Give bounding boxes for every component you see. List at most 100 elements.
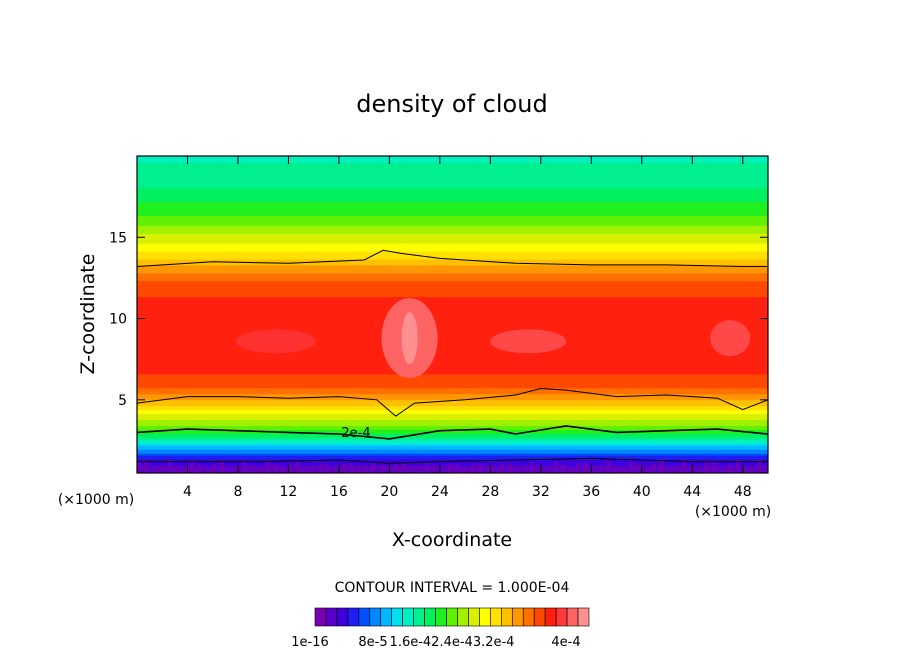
colorbar-swatch bbox=[325, 607, 338, 627]
colorbar-swatch bbox=[522, 607, 535, 627]
density-band bbox=[137, 385, 768, 389]
low-density-strip bbox=[704, 461, 709, 473]
colorbar-swatch bbox=[413, 607, 425, 627]
low-density-strip bbox=[432, 465, 437, 473]
x-tick-label: 48 bbox=[734, 484, 752, 500]
density-band bbox=[137, 353, 768, 357]
density-band bbox=[137, 319, 768, 323]
low-density-strip bbox=[636, 463, 641, 473]
density-band bbox=[137, 347, 768, 351]
density-band bbox=[137, 280, 768, 284]
density-band bbox=[137, 201, 768, 205]
density-band bbox=[137, 282, 768, 286]
density-band bbox=[137, 329, 768, 333]
density-band bbox=[137, 191, 768, 195]
low-density-strip bbox=[159, 465, 164, 473]
density-band bbox=[137, 454, 768, 458]
density-field bbox=[137, 156, 768, 473]
density-band bbox=[137, 240, 768, 244]
colorbar-swatch bbox=[501, 607, 513, 627]
low-density-strip bbox=[561, 464, 566, 473]
density-band bbox=[137, 377, 768, 381]
low-density-strip bbox=[553, 462, 558, 473]
density-band bbox=[137, 207, 768, 210]
x-tick-label: 44 bbox=[683, 484, 701, 500]
x-tick-label: 32 bbox=[532, 484, 550, 500]
low-density-strip bbox=[462, 466, 467, 473]
low-density-strip bbox=[667, 468, 672, 473]
density-band bbox=[137, 343, 768, 347]
x-axis-label: X-coordinate bbox=[392, 529, 512, 551]
density-band bbox=[137, 254, 768, 258]
density-band bbox=[137, 379, 768, 383]
low-density-strip bbox=[538, 466, 543, 473]
low-density-strip bbox=[303, 466, 308, 473]
low-density-strip bbox=[349, 463, 354, 473]
low-density-strip bbox=[682, 460, 687, 473]
density-band bbox=[137, 203, 768, 207]
low-density-strip bbox=[273, 463, 278, 473]
density-band bbox=[137, 292, 768, 296]
density-band bbox=[137, 442, 768, 446]
density-band bbox=[137, 341, 768, 345]
density-band bbox=[137, 315, 768, 319]
density-band bbox=[137, 262, 768, 266]
contour-line bbox=[137, 425, 768, 440]
density-band bbox=[137, 228, 768, 232]
density-band bbox=[137, 306, 768, 310]
density-band bbox=[137, 389, 768, 393]
low-density-strip bbox=[167, 460, 172, 473]
density-band bbox=[137, 284, 768, 288]
low-density-strip bbox=[379, 465, 384, 473]
y-axis-label: Z-coordinate bbox=[77, 254, 99, 375]
density-patch bbox=[710, 320, 751, 357]
density-band bbox=[137, 391, 768, 395]
low-density-strip bbox=[288, 464, 293, 473]
low-density-strip bbox=[250, 465, 255, 473]
density-band bbox=[137, 440, 768, 444]
low-density-strip bbox=[152, 469, 157, 473]
density-band bbox=[137, 232, 768, 236]
density-band bbox=[137, 371, 768, 375]
density-band bbox=[137, 256, 768, 260]
low-density-strip bbox=[205, 468, 210, 473]
density-band bbox=[137, 161, 768, 165]
density-band bbox=[137, 288, 768, 292]
density-band bbox=[137, 452, 768, 456]
colorbar-swatch bbox=[446, 607, 458, 627]
chart-title: density of cloud bbox=[356, 90, 547, 118]
low-density-strip bbox=[515, 467, 520, 473]
colorbar-swatch bbox=[391, 607, 403, 627]
colorbar-label: 1.6e-42.4e-43.2e-4 bbox=[390, 635, 515, 650]
contour-line bbox=[137, 249, 768, 267]
density-band bbox=[137, 405, 768, 409]
density-band bbox=[137, 323, 768, 327]
contour-line bbox=[137, 387, 768, 417]
density-band bbox=[137, 290, 768, 294]
low-density-strip bbox=[629, 461, 634, 473]
density-band bbox=[137, 266, 768, 270]
density-band bbox=[137, 363, 768, 367]
density-band bbox=[137, 383, 768, 387]
low-density-strip bbox=[280, 467, 285, 473]
density-band bbox=[137, 181, 768, 185]
density-band bbox=[137, 205, 768, 209]
x-tick-label: 16 bbox=[330, 484, 348, 500]
density-band bbox=[137, 310, 768, 314]
low-density-strip bbox=[417, 465, 422, 473]
density-band bbox=[137, 432, 768, 436]
density-band bbox=[137, 220, 768, 224]
low-density-strip bbox=[750, 467, 755, 473]
density-band bbox=[137, 357, 768, 361]
density-band bbox=[137, 230, 768, 234]
low-density-strip bbox=[318, 462, 323, 473]
density-band bbox=[137, 165, 768, 169]
low-density-strip bbox=[523, 464, 528, 473]
density-band bbox=[137, 317, 768, 321]
colorbar-swatch bbox=[490, 607, 502, 627]
low-density-strip bbox=[394, 463, 399, 473]
density-band bbox=[137, 302, 768, 306]
density-band bbox=[137, 381, 768, 385]
low-density-strip bbox=[598, 465, 603, 473]
colorbar-swatch bbox=[347, 607, 360, 627]
